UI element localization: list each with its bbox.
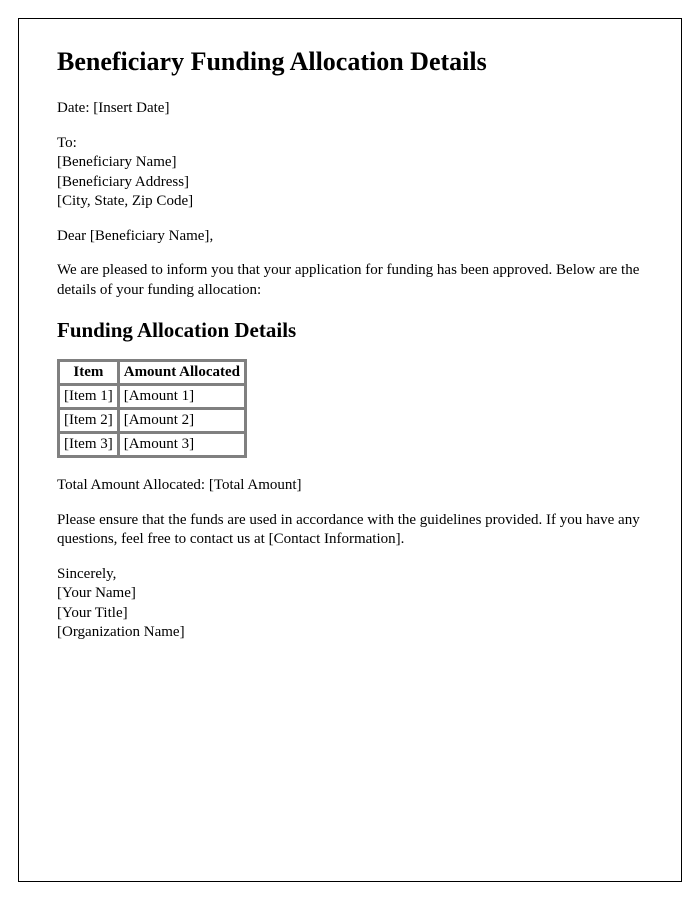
beneficiary-city-state-zip: [City, State, Zip Code]: [57, 192, 643, 212]
table-row: [Item 3] [Amount 3]: [59, 433, 245, 456]
col-header-amount: Amount Allocated: [119, 361, 245, 384]
cell-item: [Item 3]: [59, 433, 118, 456]
allocation-table: Item Amount Allocated [Item 1] [Amount 1…: [57, 359, 247, 458]
salutation-suffix: ,: [209, 228, 213, 244]
cell-amount: [Amount 1]: [119, 385, 245, 408]
cell-amount: [Amount 3]: [119, 433, 245, 456]
signature-block: Sincerely, [Your Name] [Your Title] [Org…: [57, 565, 643, 643]
signer-title: [Your Title]: [57, 604, 643, 624]
table-row: [Item 2] [Amount 2]: [59, 409, 245, 432]
cell-item: [Item 2]: [59, 409, 118, 432]
document-page: Beneficiary Funding Allocation Details D…: [18, 18, 682, 882]
beneficiary-address: [Beneficiary Address]: [57, 173, 643, 193]
contact-info: [Contact Information]: [269, 531, 401, 547]
salutation-prefix: Dear: [57, 228, 90, 244]
salutation: Dear [Beneficiary Name],: [57, 227, 643, 247]
guidelines-suffix: .: [401, 531, 405, 547]
table-row: [Item 1] [Amount 1]: [59, 385, 245, 408]
beneficiary-name: [Beneficiary Name]: [57, 153, 643, 173]
closing: Sincerely,: [57, 565, 643, 585]
section-heading: Funding Allocation Details: [57, 318, 643, 343]
intro-paragraph: We are pleased to inform you that your a…: [57, 261, 643, 300]
date-value: [Insert Date]: [93, 100, 169, 116]
cell-amount: [Amount 2]: [119, 409, 245, 432]
page-title: Beneficiary Funding Allocation Details: [57, 47, 643, 77]
table-header-row: Item Amount Allocated: [59, 361, 245, 384]
signer-name: [Your Name]: [57, 584, 643, 604]
salutation-name: [Beneficiary Name]: [90, 228, 210, 244]
to-label: To:: [57, 134, 643, 154]
cell-item: [Item 1]: [59, 385, 118, 408]
recipient-address-block: To: [Beneficiary Name] [Beneficiary Addr…: [57, 134, 643, 212]
date-label: Date:: [57, 100, 93, 116]
guidelines-paragraph: Please ensure that the funds are used in…: [57, 511, 643, 550]
organization-name: [Organization Name]: [57, 623, 643, 643]
total-label: Total Amount Allocated:: [57, 477, 209, 493]
total-value: [Total Amount]: [209, 477, 302, 493]
total-line: Total Amount Allocated: [Total Amount]: [57, 476, 643, 496]
col-header-item: Item: [59, 361, 118, 384]
date-line: Date: [Insert Date]: [57, 99, 643, 119]
